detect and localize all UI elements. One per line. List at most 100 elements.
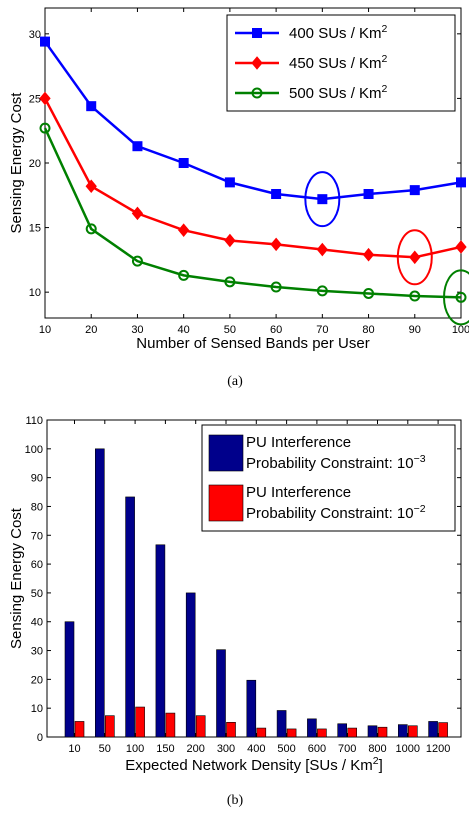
bar: [95, 448, 105, 738]
y-tick-label-a: 20: [29, 158, 41, 170]
y-tick-label-b: 50: [31, 588, 43, 600]
data-point: [455, 291, 467, 303]
x-tick-label-a: 40: [178, 324, 190, 336]
legend-swatch: [208, 434, 244, 472]
bar: [185, 592, 196, 738]
series-line: [43, 97, 462, 259]
data-point: [132, 141, 143, 152]
x-axis-label-a: Number of Sensed Bands per User: [136, 335, 369, 352]
bar: [407, 725, 418, 738]
x-tick-label-b: 800: [368, 743, 386, 755]
bar: [165, 712, 176, 738]
series-line: [43, 127, 462, 299]
x-tick-label-a: 90: [409, 324, 421, 336]
data-point: [409, 185, 420, 196]
x-tick-label-b: 700: [338, 743, 356, 755]
caption-b: (b): [227, 793, 244, 808]
data-point: [455, 240, 467, 254]
y-tick-label-b: 30: [31, 646, 43, 658]
legend-b: PU Interference Probability Constraint: 1…: [201, 424, 456, 532]
x-tick-label-b: 600: [308, 743, 326, 755]
highlight-ellipse: [443, 269, 469, 326]
legend-entry-b-line2: Probability Constraint: 10−2: [246, 503, 426, 522]
legend-box-b: [201, 424, 456, 532]
bar: [256, 727, 267, 738]
legend-entry-b-line2: Probability Constraint: 10−3: [246, 453, 426, 472]
data-point: [40, 36, 50, 47]
bar-series-b-0: [64, 448, 438, 738]
bar: [125, 496, 135, 738]
x-tick-label-a: 100: [452, 324, 469, 336]
legend-entry-b-line2-superscript: −3: [414, 453, 426, 465]
y-tick-label-a: 30: [29, 29, 41, 41]
y-tick-label-a: 15: [29, 223, 41, 235]
bar: [226, 722, 236, 738]
data-point: [85, 223, 97, 235]
data-point: [317, 194, 328, 205]
legend-marker: [251, 87, 263, 99]
x-tick-label-b: 300: [217, 743, 235, 755]
data-point: [178, 223, 190, 237]
x-tick-label-b: 500: [277, 743, 295, 755]
legend-swatch: [208, 484, 244, 522]
x-tick-label-a: 80: [362, 324, 374, 336]
data-point: [178, 158, 189, 168]
y-tick-label-b: 40: [31, 617, 43, 629]
bar: [428, 721, 438, 738]
legend-entry-b-line2-text: Probability Constraint: 10: [246, 505, 414, 522]
x-tick-label-b: 10: [68, 743, 80, 755]
x-axis-label-b-superscript: 2: [373, 755, 379, 767]
data-point: [39, 91, 51, 106]
y-tick-label-b: 70: [31, 530, 43, 542]
legend-entry-b-line1: PU Interference: [246, 434, 351, 451]
bar: [307, 718, 317, 738]
y-tick-label-a: 10: [29, 287, 41, 299]
bar: [105, 715, 115, 738]
series-a-0: [40, 36, 466, 205]
bar: [397, 724, 408, 738]
y-tick-label-b: 0: [37, 732, 43, 744]
data-point: [363, 287, 375, 299]
legend-entry-a: 400 SUs / Km2: [289, 23, 388, 42]
bar: [377, 726, 388, 738]
x-axis-label-b-text: Expected Network Density [SUs / Km: [125, 757, 373, 774]
x-tick-label-b: 400: [247, 743, 265, 755]
data-point: [456, 177, 466, 188]
data-point: [85, 179, 97, 194]
bar: [74, 721, 85, 738]
bar: [367, 725, 378, 738]
x-axis-label-b: Expected Network Density [SUs / Km2]: [125, 755, 383, 774]
data-point: [224, 276, 236, 288]
data-point: [86, 101, 97, 112]
x-tick-label-b: 1200: [426, 743, 450, 755]
legend-entry-b-line2-text: Probability Constraint: 10: [246, 455, 414, 472]
bar: [64, 621, 75, 738]
legend-entry-a-superscript: 2: [382, 53, 388, 65]
y-tick-label-a: 25: [29, 93, 41, 105]
legend-entry-a: 500 SUs / Km2: [289, 83, 388, 102]
bar: [135, 706, 145, 738]
data-point: [363, 189, 374, 199]
x-tick-label-b: 150: [156, 743, 174, 755]
legend-entry-a-superscript: 2: [382, 23, 388, 35]
series-line: [43, 40, 462, 201]
data-point: [224, 177, 235, 188]
bar: [347, 727, 358, 738]
legend-entry-a-superscript: 2: [382, 83, 388, 95]
data-point: [270, 281, 282, 293]
bar-series-b-1: [74, 706, 448, 738]
x-tick-label-b: 200: [187, 743, 205, 755]
legend-marker: [251, 56, 263, 70]
data-point: [178, 269, 190, 281]
caption-a: (a): [227, 374, 243, 389]
data-point: [131, 206, 144, 221]
data-point: [362, 247, 375, 262]
x-tick-label-a: 60: [270, 324, 282, 336]
data-point: [271, 189, 282, 199]
y-axis-label-b: Sensing Energy Cost: [8, 507, 25, 649]
data-point: [316, 285, 328, 297]
bar: [317, 728, 327, 738]
x-tick-label-a: 70: [316, 324, 328, 336]
